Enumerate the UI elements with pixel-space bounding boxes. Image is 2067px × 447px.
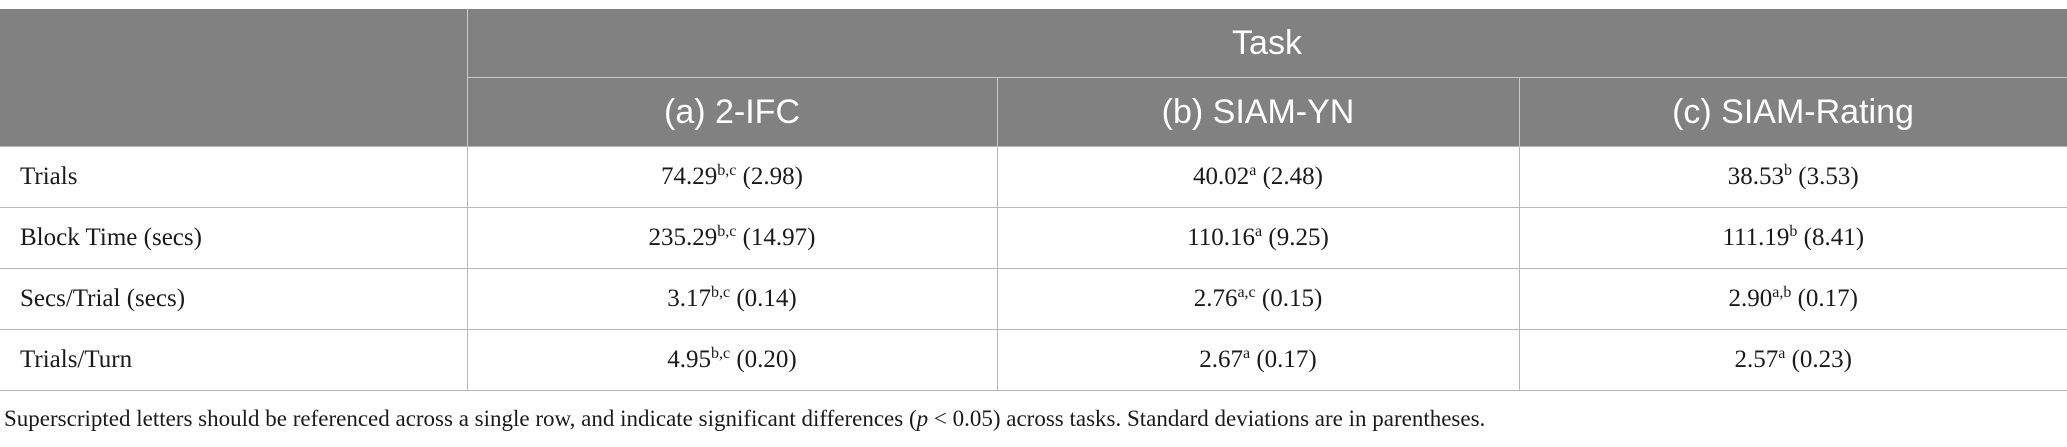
header-row-conditions: (a) 2-IFC (b) SIAM-YN (c) SIAM-Rating — [0, 77, 2067, 147]
cell-sd: (2.48) — [1262, 163, 1323, 190]
footnote-p-symbol: p — [916, 406, 929, 431]
table-cell: 2.67a (0.17) — [996, 329, 1520, 391]
table-footnote: Superscripted letters should be referenc… — [4, 406, 1485, 432]
cell-sd: (3.53) — [1798, 163, 1859, 190]
table-row: Block Time (secs) 235.29b,c (14.97) 110.… — [0, 207, 2067, 269]
cell-superscript: a,c — [1237, 284, 1256, 301]
cell-sd: (0.23) — [1791, 346, 1852, 373]
task-group-header: Task — [466, 9, 2067, 78]
cell-superscript: b,c — [717, 162, 737, 179]
cell-sd: (0.17) — [1797, 285, 1858, 312]
table-cell: 111.19b (8.41) — [1518, 207, 2067, 269]
cell-value: 2.76 — [1193, 285, 1238, 312]
table-cell: 2.57a (0.23) — [1518, 329, 2067, 391]
table-body: Trials 74.29b,c (2.98) 40.02a (2.48) 38.… — [0, 146, 2067, 391]
row-label: Trials — [0, 146, 468, 208]
cell-sd: (0.17) — [1256, 346, 1317, 373]
cell-sd: (0.20) — [736, 346, 797, 373]
table-row: Secs/Trial (secs) 3.17b,c (0.14) 2.76a,c… — [0, 268, 2067, 330]
table-row: Trials 74.29b,c (2.98) 40.02a (2.48) 38.… — [0, 146, 2067, 208]
table-header: Task (a) 2-IFC (b) SIAM-YN (c) SIAM-Rati… — [0, 9, 2067, 147]
cell-sd: (0.14) — [736, 285, 797, 312]
cell-sd: (2.98) — [742, 163, 803, 190]
footnote-text-end: < 0.05) across tasks. Standard deviation… — [928, 406, 1486, 431]
cell-sd: (8.41) — [1803, 224, 1865, 251]
cell-value: 111.19 — [1722, 224, 1790, 251]
table-cell: 4.95b,c (0.20) — [466, 329, 998, 391]
cell-value: 40.02 — [1192, 163, 1250, 190]
cell-superscript: a — [1255, 223, 1263, 240]
cell-value: 38.53 — [1727, 163, 1785, 190]
cell-value: 110.16 — [1187, 224, 1256, 251]
cell-superscript: b — [1789, 223, 1798, 240]
cell-value: 2.67 — [1199, 346, 1243, 373]
cell-superscript: a — [1778, 345, 1786, 362]
results-table: Task (a) 2-IFC (b) SIAM-YN (c) SIAM-Rati… — [0, 9, 2067, 391]
table-cell: 2.76a,c (0.15) — [996, 268, 1520, 330]
cell-value: 2.57 — [1734, 346, 1779, 373]
table-cell: 3.17b,c (0.14) — [466, 268, 998, 330]
cell-sd: (9.25) — [1268, 224, 1329, 251]
row-label: Secs/Trial (secs) — [0, 268, 468, 330]
cell-value: 2.90 — [1728, 285, 1773, 312]
cell-value: 3.17 — [667, 285, 711, 312]
cell-value: 74.29 — [660, 163, 718, 190]
table-cell: 38.53b (3.53) — [1518, 146, 2067, 208]
table-cell: 2.90a,b (0.17) — [1518, 268, 2067, 330]
cell-superscript: a,b — [1772, 284, 1792, 301]
cell-superscript: b,c — [710, 345, 731, 362]
column-header-siam-yn: (b) SIAM-YN — [996, 77, 1520, 147]
cell-superscript: b,c — [710, 284, 731, 301]
column-header-2ifc: (a) 2-IFC — [466, 77, 998, 147]
cell-sd: (14.97) — [742, 224, 816, 251]
cell-sd: (0.15) — [1261, 285, 1323, 312]
header-corner-cell — [0, 9, 468, 147]
header-row-task: Task — [0, 9, 2067, 147]
table-row: Trials/Turn 4.95b,c (0.20) 2.67a (0.17) … — [0, 329, 2067, 391]
row-label: Trials/Turn — [0, 329, 468, 391]
column-header-siam-rating: (c) SIAM-Rating — [1518, 77, 2067, 147]
table-cell: 110.16a (9.25) — [996, 207, 1520, 269]
table-cell: 74.29b,c (2.98) — [466, 146, 998, 208]
table-cell: 40.02a (2.48) — [996, 146, 1520, 208]
row-label: Block Time (secs) — [0, 207, 468, 269]
cell-superscript: b,c — [717, 223, 737, 240]
footnote-text-start: Superscripted letters should be referenc… — [4, 406, 917, 431]
cell-value: 4.95 — [667, 346, 711, 373]
cell-superscript: b — [1784, 162, 1793, 179]
table-cell: 235.29b,c (14.97) — [466, 207, 998, 269]
cell-superscript: a — [1249, 162, 1257, 179]
cell-superscript: a — [1242, 345, 1251, 362]
results-table-container: Task (a) 2-IFC (b) SIAM-YN (c) SIAM-Rati… — [0, 9, 2067, 391]
cell-value: 235.29 — [648, 224, 718, 251]
